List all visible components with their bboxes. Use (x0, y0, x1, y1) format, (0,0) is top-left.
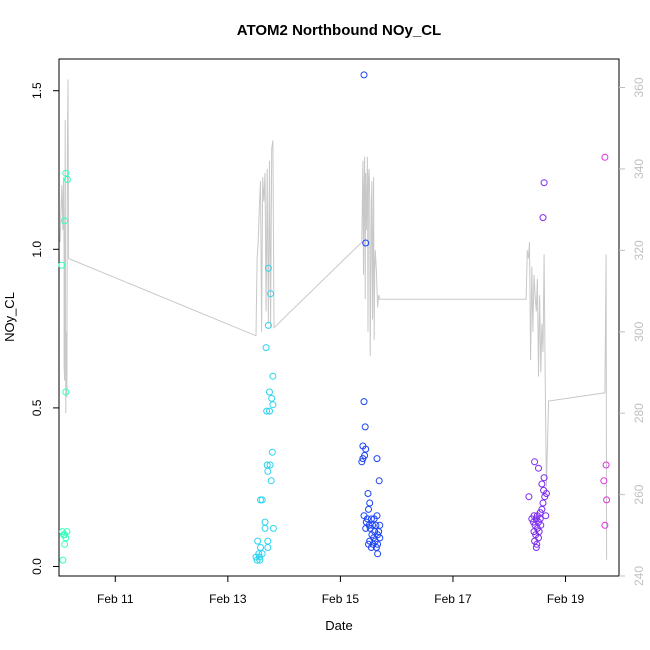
y2-tick-label: 240 (632, 566, 646, 586)
data-point (360, 398, 368, 406)
data-point (62, 388, 70, 396)
aircraft-line-series (59, 79, 608, 560)
data-point (269, 524, 277, 532)
data-point (257, 544, 264, 551)
y2-tick-label: 320 (632, 240, 646, 260)
data-point (366, 524, 374, 532)
data-point (542, 512, 550, 520)
data-point (540, 179, 548, 187)
y-axis-label: NOy_CL (2, 292, 17, 342)
data-point (533, 540, 541, 548)
data-point (59, 556, 67, 564)
data-point (264, 264, 272, 272)
data-point (256, 556, 264, 564)
x-tick-label: Feb 11 (97, 592, 134, 606)
data-point (372, 544, 380, 551)
data-point (603, 496, 611, 504)
data-point (374, 540, 382, 548)
data-point (539, 214, 547, 222)
data-point (373, 455, 381, 463)
data-point (267, 477, 275, 485)
data-point (61, 217, 69, 225)
data-point (531, 458, 539, 466)
data-point (359, 455, 367, 463)
y2-tick-label: 280 (632, 403, 646, 423)
data-point (374, 550, 382, 558)
data-point (373, 512, 381, 520)
data-point (269, 401, 277, 409)
data-point (601, 521, 609, 529)
data-point (264, 321, 272, 329)
data-point (363, 515, 371, 523)
data-point (63, 176, 71, 183)
data-point (372, 521, 380, 529)
data-point (268, 394, 276, 402)
data-point (253, 556, 261, 564)
data-point (600, 477, 608, 485)
plot-frame (58, 58, 620, 577)
x-tick-label: Feb 19 (547, 592, 585, 606)
data-point (541, 493, 549, 501)
x-tick-label: Feb 17 (434, 592, 472, 606)
data-point (62, 534, 70, 542)
data-point (362, 524, 370, 532)
data-point (538, 480, 546, 488)
y2-tick-label: 360 (632, 77, 646, 97)
data-point (602, 461, 610, 469)
y-tick-label: 1.5 (30, 82, 44, 99)
data-point (61, 540, 69, 548)
x-tick-label: Feb 15 (322, 592, 360, 606)
data-point (360, 71, 368, 79)
data-point (268, 448, 276, 456)
aircraft-line-layer (59, 79, 608, 560)
data-point (362, 239, 370, 247)
data-point (264, 544, 272, 551)
data-point (535, 464, 542, 472)
data-point (539, 499, 547, 507)
x-tick-label: Feb 13 (209, 592, 247, 606)
data-point (267, 290, 275, 298)
data-point (367, 515, 375, 523)
data-point (264, 537, 272, 545)
data-point (525, 493, 533, 501)
data-point (375, 477, 383, 485)
y2-tick-label: 340 (632, 159, 646, 179)
data-point (365, 505, 372, 513)
data-point (376, 521, 384, 529)
data-point (362, 445, 370, 453)
y-tick-label: 0.0 (30, 558, 44, 575)
data-point (62, 169, 70, 177)
points-layer (58, 71, 611, 564)
data-point (376, 534, 384, 542)
data-point (264, 467, 272, 475)
chart-title: ATOM2 Northbound NOy_CL (237, 22, 441, 39)
data-point (366, 499, 374, 507)
data-point (361, 423, 369, 431)
data-point (358, 458, 366, 466)
y-tick-label: 0.5 (30, 399, 44, 416)
data-point (532, 544, 540, 551)
data-point (58, 261, 66, 269)
y2-tick-label: 260 (632, 484, 646, 504)
data-point (254, 537, 262, 545)
data-point (364, 490, 372, 497)
data-point (367, 544, 375, 551)
y-tick-label: 1.0 (30, 241, 44, 258)
data-point (262, 344, 270, 352)
data-point (540, 474, 548, 482)
data-point (266, 388, 273, 396)
data-point (269, 372, 277, 380)
data-point (261, 524, 269, 532)
y2-tick-label: 300 (632, 321, 646, 341)
data-point (258, 496, 266, 504)
data-point (266, 407, 273, 415)
data-point (601, 153, 609, 161)
data-point (263, 407, 271, 415)
axes-layer: Feb 11 Feb 13 Feb 15 Feb 17 Feb 19 0.0 0.5 1.0 1… (30, 77, 646, 606)
x-axis-label: Date (325, 618, 352, 633)
data-point (266, 461, 274, 469)
data-point (261, 518, 269, 526)
